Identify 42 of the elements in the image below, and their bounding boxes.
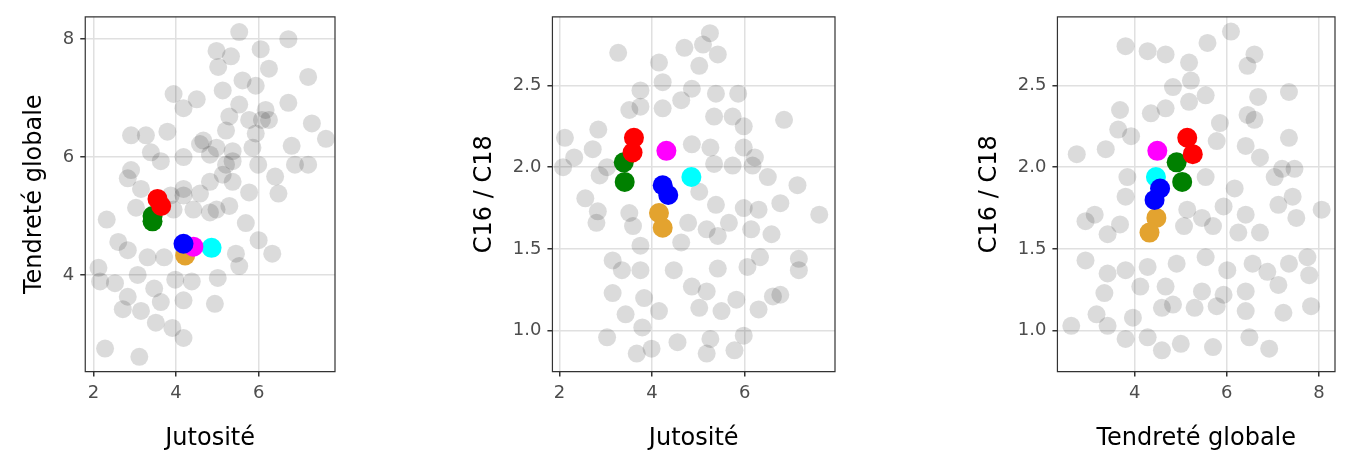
x-tick-label: 2 [87,381,100,403]
point [151,195,172,216]
x-tick-label: 4 [1129,381,1141,403]
y-tick-label: 2.0 [1017,154,1047,176]
point [614,171,635,192]
y-tick-label: 2.0 [512,154,542,176]
x-tick-label: 8 [1313,381,1325,403]
y-tick-label: 1.5 [512,236,542,258]
point [1144,189,1165,210]
y-axis-title: C16 / C18 [468,135,497,254]
y-tick-label: 2.5 [512,73,542,95]
point [622,142,643,163]
y-axis-title: C16 / C18 [973,135,1002,254]
x-tick-label: 4 [170,381,182,403]
y-tick-label: 1.0 [1017,318,1047,340]
y-axis-title: Tendreté globale [18,94,47,296]
point [1182,144,1203,165]
point [1139,222,1160,243]
x-tick-label: 2 [553,381,566,403]
point [681,167,702,188]
y-tick-label: 1.5 [1017,236,1047,258]
point [1166,152,1187,173]
x-axis-title: Tendreté globale [1095,422,1297,451]
point [1177,127,1198,148]
x-tick-label: 6 [1221,381,1233,403]
y-tick-label: 6 [62,144,75,166]
y-tick-label: 2.5 [1017,73,1047,95]
y-tick-label: 8 [62,26,75,48]
point [1172,171,1193,192]
point [1147,140,1168,161]
x-tick-label: 6 [738,381,751,403]
point [656,140,677,161]
x-tick-label: 4 [646,381,658,403]
y-tick-label: 4 [62,262,75,284]
point [652,217,673,238]
y-tick-label: 1.0 [512,318,542,340]
point [658,185,679,206]
x-axis-title: Jutosité [646,422,739,451]
x-axis-title: Jutosité [163,422,255,451]
x-tick-label: 6 [252,381,265,403]
point [173,233,194,254]
point [201,237,222,258]
